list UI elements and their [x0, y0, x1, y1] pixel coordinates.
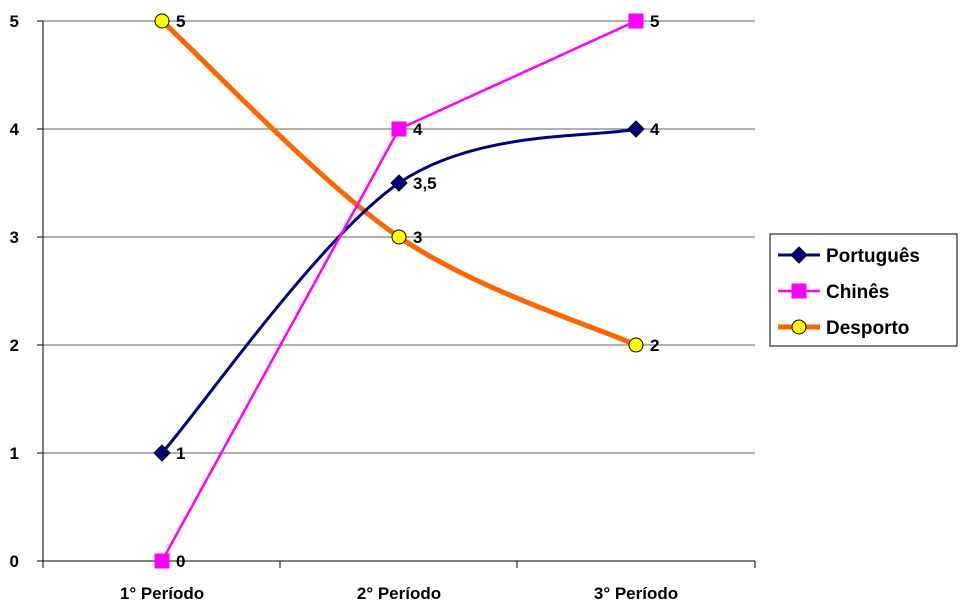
y-tick-label: 2 [10, 336, 19, 355]
data-point [391, 229, 407, 245]
series-line-português [160, 127, 638, 455]
data-label: 3,5 [413, 174, 437, 193]
series-markers [153, 13, 645, 569]
legend-label: Desporto [826, 318, 909, 339]
data-point [391, 121, 407, 137]
legend-label: Português [826, 246, 920, 267]
legend-swatch-marker [790, 246, 808, 264]
data-label: 4 [413, 120, 423, 139]
legend: Português Chinês Desporto [769, 233, 958, 347]
data-point [154, 553, 170, 569]
legend-swatch-marker [791, 283, 807, 299]
y-tick-label: 5 [10, 12, 19, 31]
legend-label: Chinês [826, 282, 889, 303]
series-line-chinês [160, 19, 638, 563]
data-label: 4 [650, 120, 660, 139]
y-tick-label: 0 [10, 552, 19, 571]
series-lines [159, 18, 639, 563]
axes: 0 1 2 3 4 5 1° Período 2° Período 3° Período [10, 12, 756, 603]
data-label: 3 [413, 228, 422, 247]
data-point [628, 337, 644, 353]
data-label: 0 [176, 552, 185, 571]
x-tick-label: 3° Período [594, 584, 678, 603]
y-tick-label: 1 [10, 444, 19, 463]
y-tick-label: 4 [10, 120, 20, 139]
data-point [628, 13, 644, 29]
data-labels: 1 3,5 4 0 4 5 5 3 2 [176, 12, 660, 571]
x-tick-label: 2° Período [357, 584, 441, 603]
data-label: 2 [650, 336, 659, 355]
y-tick-label: 3 [10, 228, 19, 247]
data-label: 1 [176, 444, 185, 463]
data-point [153, 444, 171, 462]
data-point [627, 120, 645, 138]
data-point [390, 174, 408, 192]
x-tick-label: 1° Período [120, 584, 204, 603]
legend-swatch-marker [791, 319, 807, 335]
data-label: 5 [176, 12, 185, 31]
data-label: 5 [650, 12, 659, 31]
data-point [154, 13, 170, 29]
